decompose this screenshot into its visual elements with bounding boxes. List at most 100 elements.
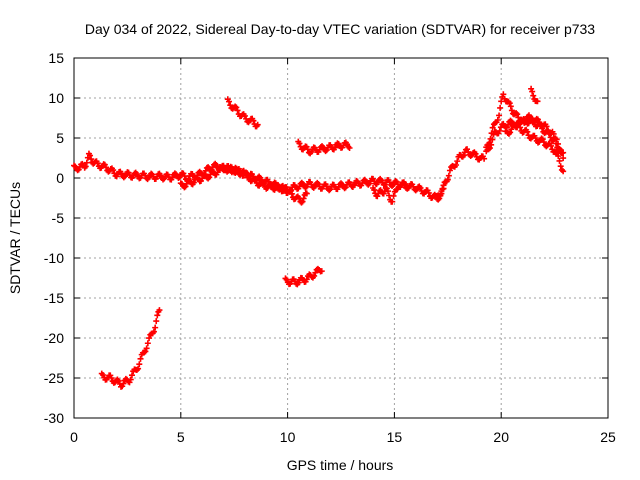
data-point	[214, 169, 221, 176]
data-point	[438, 190, 445, 197]
data-point	[154, 312, 161, 319]
data-point	[252, 177, 259, 184]
data-point	[514, 111, 521, 118]
data-point	[494, 116, 501, 123]
data-point	[298, 199, 305, 206]
series-rise-17-19	[434, 146, 488, 199]
axis-ticks: 0 5 10 15 20 25 -30 -25 -20 -15 -10 -5 0 5 10 15	[44, 50, 616, 445]
series-segment-upper-left	[224, 96, 261, 130]
data-point	[296, 140, 303, 147]
data-point	[338, 180, 344, 187]
x-tick-label: 5	[177, 429, 185, 445]
x-tick-label: 0	[70, 429, 78, 445]
data-point	[228, 169, 235, 176]
data-point	[108, 375, 115, 382]
data-point	[322, 148, 329, 155]
x-tick-label: 25	[600, 429, 616, 445]
data-point	[288, 190, 295, 197]
data-point	[454, 158, 461, 165]
data-point	[472, 150, 479, 157]
data-point	[507, 129, 514, 136]
data-point	[314, 179, 321, 186]
data-point	[136, 361, 143, 368]
data-point	[206, 174, 213, 181]
data-point	[392, 178, 399, 185]
data-point	[496, 112, 503, 119]
data-point	[156, 307, 163, 314]
data-point	[190, 179, 197, 186]
plot-border	[73, 57, 609, 419]
series-segment-mid-upper	[295, 138, 353, 157]
data-point	[529, 88, 536, 95]
data-point	[234, 107, 241, 114]
series-segment-neg13	[282, 265, 325, 288]
data-point	[153, 318, 160, 325]
y-axis-label: SDTVAR / TECUs	[7, 182, 23, 294]
data-point	[453, 161, 460, 168]
y-tick-label: 0	[56, 170, 64, 186]
y-tick-label: 15	[48, 50, 64, 66]
data-point	[505, 121, 512, 128]
data-point	[384, 188, 391, 195]
data-point	[560, 155, 567, 162]
data-point	[440, 182, 447, 189]
series-scatter-14	[370, 179, 411, 205]
data-point	[110, 167, 117, 174]
data-point	[241, 169, 248, 176]
data-point	[508, 107, 515, 114]
data-point	[551, 135, 558, 142]
data-point	[558, 150, 565, 157]
data-point	[115, 377, 122, 384]
x-tick-label: 15	[387, 429, 403, 445]
data-point	[534, 98, 541, 105]
data-point	[530, 92, 537, 99]
data-point	[332, 144, 339, 151]
data-point	[135, 365, 142, 372]
data-point	[543, 123, 550, 130]
data-point	[265, 178, 272, 185]
data-point	[127, 376, 134, 383]
data-point	[103, 164, 110, 171]
data-point	[548, 142, 555, 149]
data-series	[71, 85, 567, 390]
data-point	[544, 127, 551, 134]
data-point	[560, 168, 567, 175]
data-point	[444, 176, 451, 183]
data-point	[88, 156, 95, 163]
y-tick-label: -30	[44, 410, 64, 426]
x-axis-label: GPS time / hours	[287, 457, 394, 473]
data-point	[83, 159, 90, 166]
data-point	[250, 173, 257, 180]
data-point	[532, 134, 539, 141]
data-point	[524, 128, 531, 135]
series-peak-middle	[502, 112, 567, 162]
data-point	[152, 324, 159, 331]
data-point	[181, 184, 188, 191]
data-point	[555, 153, 562, 160]
data-point	[146, 335, 153, 342]
data-point	[553, 140, 560, 147]
data-point	[489, 124, 496, 131]
data-point	[507, 103, 514, 110]
data-point	[390, 192, 397, 199]
data-point	[82, 163, 89, 170]
grid-lines	[74, 58, 608, 418]
chart-title: Day 034 of 2022, Sidereal Day-to-day VTE…	[85, 21, 595, 37]
data-point	[513, 110, 520, 117]
data-point	[257, 174, 264, 181]
data-point	[445, 172, 452, 179]
data-point	[557, 163, 564, 170]
data-point	[226, 98, 233, 105]
data-point	[311, 272, 318, 279]
data-point	[302, 184, 309, 191]
data-point	[439, 186, 446, 193]
data-point	[299, 198, 306, 205]
data-point	[300, 195, 307, 202]
data-point	[404, 185, 411, 192]
data-point	[557, 146, 564, 153]
y-tick-label: 10	[48, 90, 64, 106]
y-tick-label: -5	[52, 210, 65, 226]
y-tick-label: -20	[44, 330, 64, 346]
data-point	[94, 160, 101, 167]
data-point	[201, 171, 208, 178]
